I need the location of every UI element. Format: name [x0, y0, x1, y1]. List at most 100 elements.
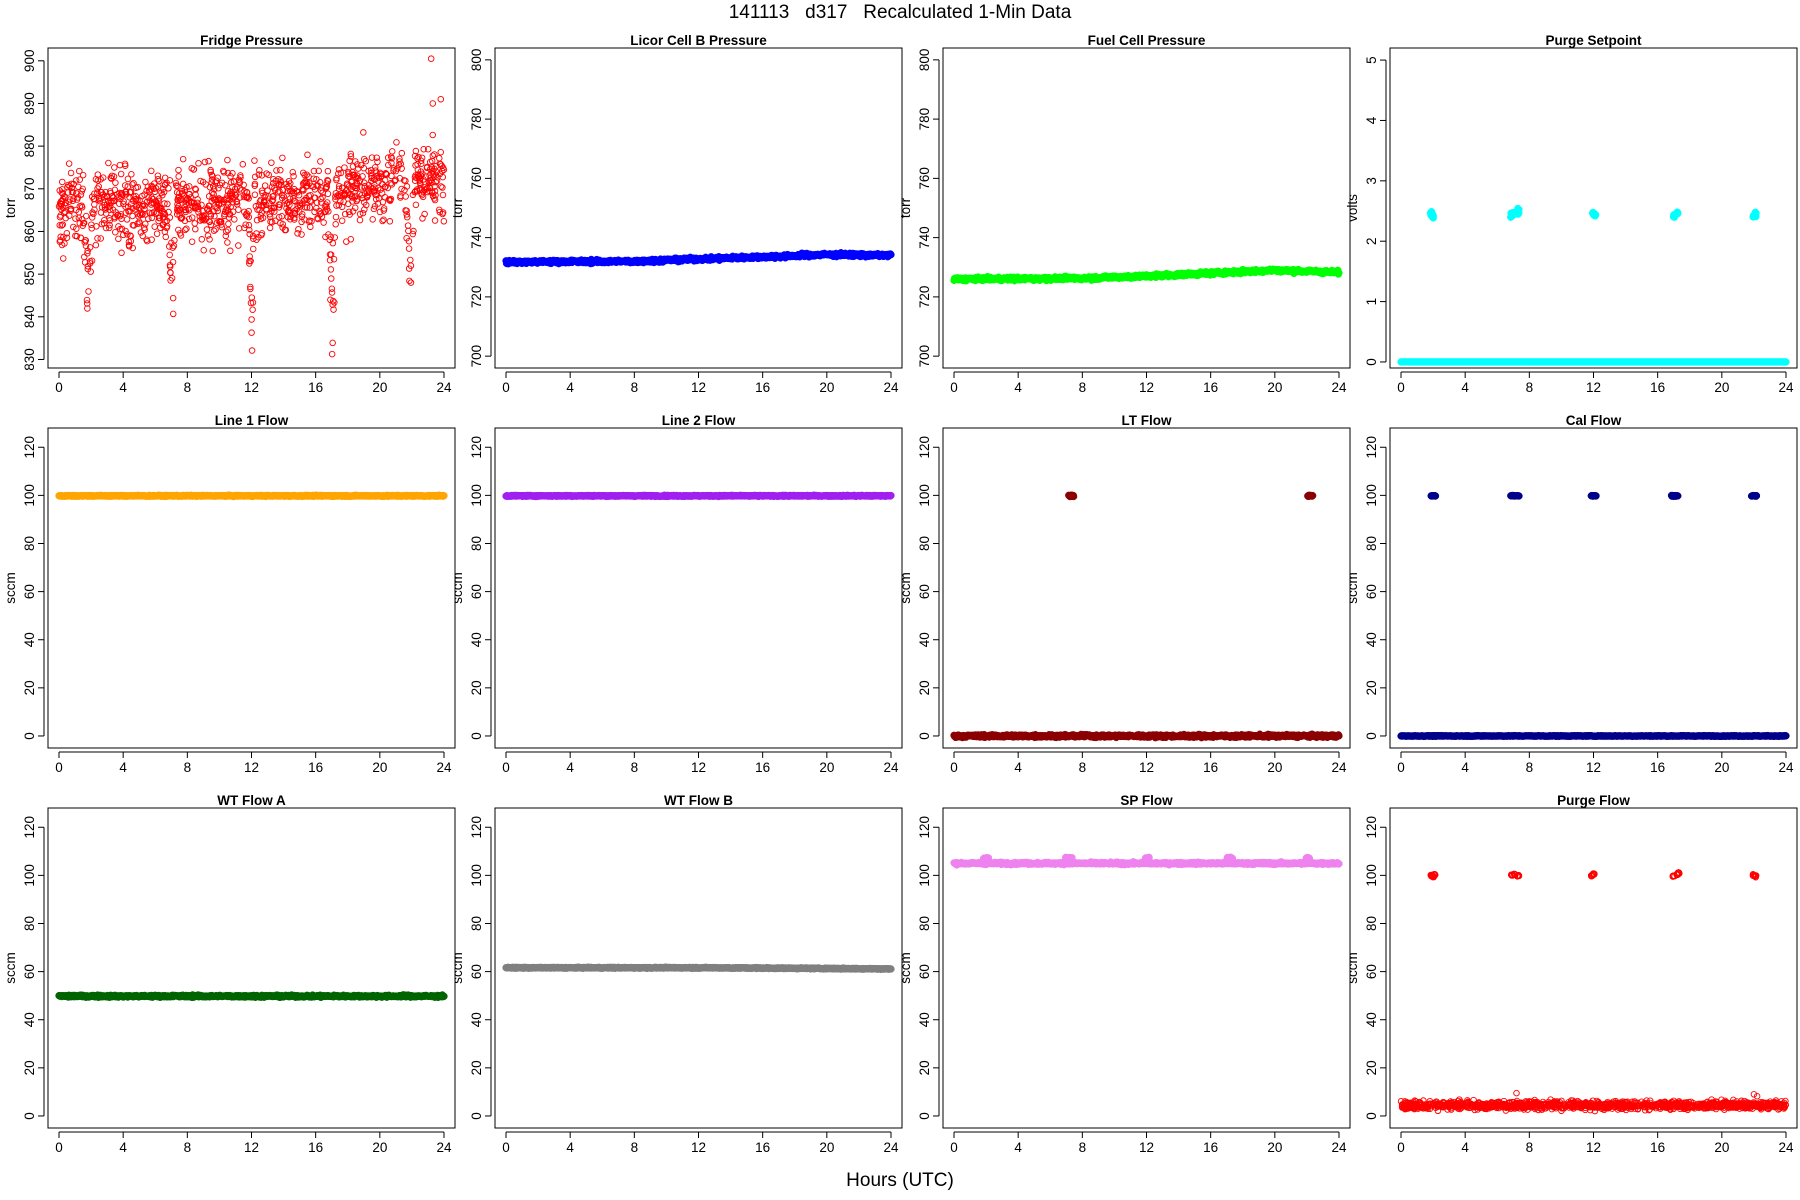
x-tick-label: 0 [950, 380, 958, 395]
data-layer [502, 491, 895, 501]
data-point [368, 177, 375, 185]
data-point [129, 221, 137, 229]
y-axis-label: sccm [898, 572, 913, 604]
data-point [348, 178, 355, 186]
data-point [57, 212, 64, 219]
data-point [125, 238, 133, 246]
data-point [300, 187, 307, 194]
x-tick-label: 16 [308, 760, 323, 775]
data-point [153, 230, 161, 237]
data-layer [950, 265, 1343, 285]
data-point [88, 221, 95, 228]
x-tick-label: 0 [502, 760, 510, 775]
data-point [308, 217, 315, 225]
data-point [148, 167, 155, 175]
x-tick-label: 20 [1267, 760, 1282, 775]
data-point [272, 217, 279, 225]
data-point [373, 154, 380, 161]
data-point [98, 220, 106, 228]
data-point [228, 192, 236, 199]
data-point [288, 187, 296, 195]
data-point [410, 227, 417, 235]
data-point [327, 275, 335, 282]
data-point [437, 95, 445, 103]
data-point [257, 212, 265, 219]
x-tick-label: 4 [119, 760, 127, 775]
data-point [430, 173, 438, 180]
data-point [353, 197, 360, 205]
data-point [153, 204, 161, 211]
data-point [73, 190, 80, 197]
data-point [186, 183, 193, 190]
data-point [101, 204, 109, 211]
data-point [198, 201, 205, 209]
data-point [337, 169, 345, 177]
data-point [198, 236, 206, 243]
data-point [139, 232, 146, 240]
data-point [275, 213, 283, 221]
data-point [208, 198, 215, 205]
data-point [59, 178, 66, 186]
data-point [254, 206, 261, 213]
data-point [371, 184, 378, 191]
data-point [335, 166, 343, 173]
data-point [146, 209, 153, 217]
data-point [387, 179, 395, 187]
x-tick-label: 8 [184, 380, 192, 395]
data-point [310, 175, 317, 182]
data-point [119, 191, 126, 198]
x-tick-label: 16 [1650, 380, 1665, 395]
data-point [248, 316, 255, 323]
data-point [164, 200, 171, 208]
data-point [384, 154, 392, 161]
data-point [321, 208, 329, 215]
data-point [367, 166, 375, 174]
data-point [174, 196, 181, 204]
data-point [176, 230, 184, 237]
y-tick-label: 40 [469, 632, 484, 647]
data-point [94, 189, 101, 196]
data-point [225, 220, 232, 228]
data-point [329, 297, 337, 305]
data-point [192, 185, 199, 193]
data-point [165, 243, 173, 250]
data-point [158, 207, 166, 215]
data-point [247, 283, 254, 291]
y-tick-label: 900 [22, 50, 37, 73]
data-point [132, 184, 140, 191]
data-point [432, 162, 440, 170]
data-point [412, 162, 419, 169]
data-point [160, 209, 168, 216]
data-point [388, 148, 396, 155]
data-point [268, 204, 275, 212]
data-point [64, 189, 72, 196]
data-point [311, 194, 318, 202]
x-tick-label: 24 [436, 760, 452, 775]
data-point [253, 236, 260, 244]
data-point [239, 161, 247, 168]
data-point [329, 239, 337, 247]
data-point [412, 172, 419, 179]
data-point [141, 202, 149, 209]
x-tick-label: 4 [1461, 380, 1469, 395]
data-point [335, 201, 343, 209]
data-point [178, 215, 185, 222]
data-point [231, 216, 238, 223]
y-tick-label: 0 [469, 732, 484, 740]
data-point [65, 160, 73, 167]
data-point [142, 220, 149, 228]
data-point [420, 145, 427, 153]
data-point [117, 170, 125, 178]
data-point [169, 244, 177, 251]
data-point [437, 148, 444, 156]
x-tick-label: 0 [502, 380, 510, 395]
data-point [166, 251, 173, 259]
data-point [76, 203, 84, 210]
data-point [317, 158, 324, 165]
data-point [222, 206, 230, 214]
data-point [251, 191, 259, 198]
data-point [330, 255, 338, 263]
data-point [360, 129, 367, 136]
